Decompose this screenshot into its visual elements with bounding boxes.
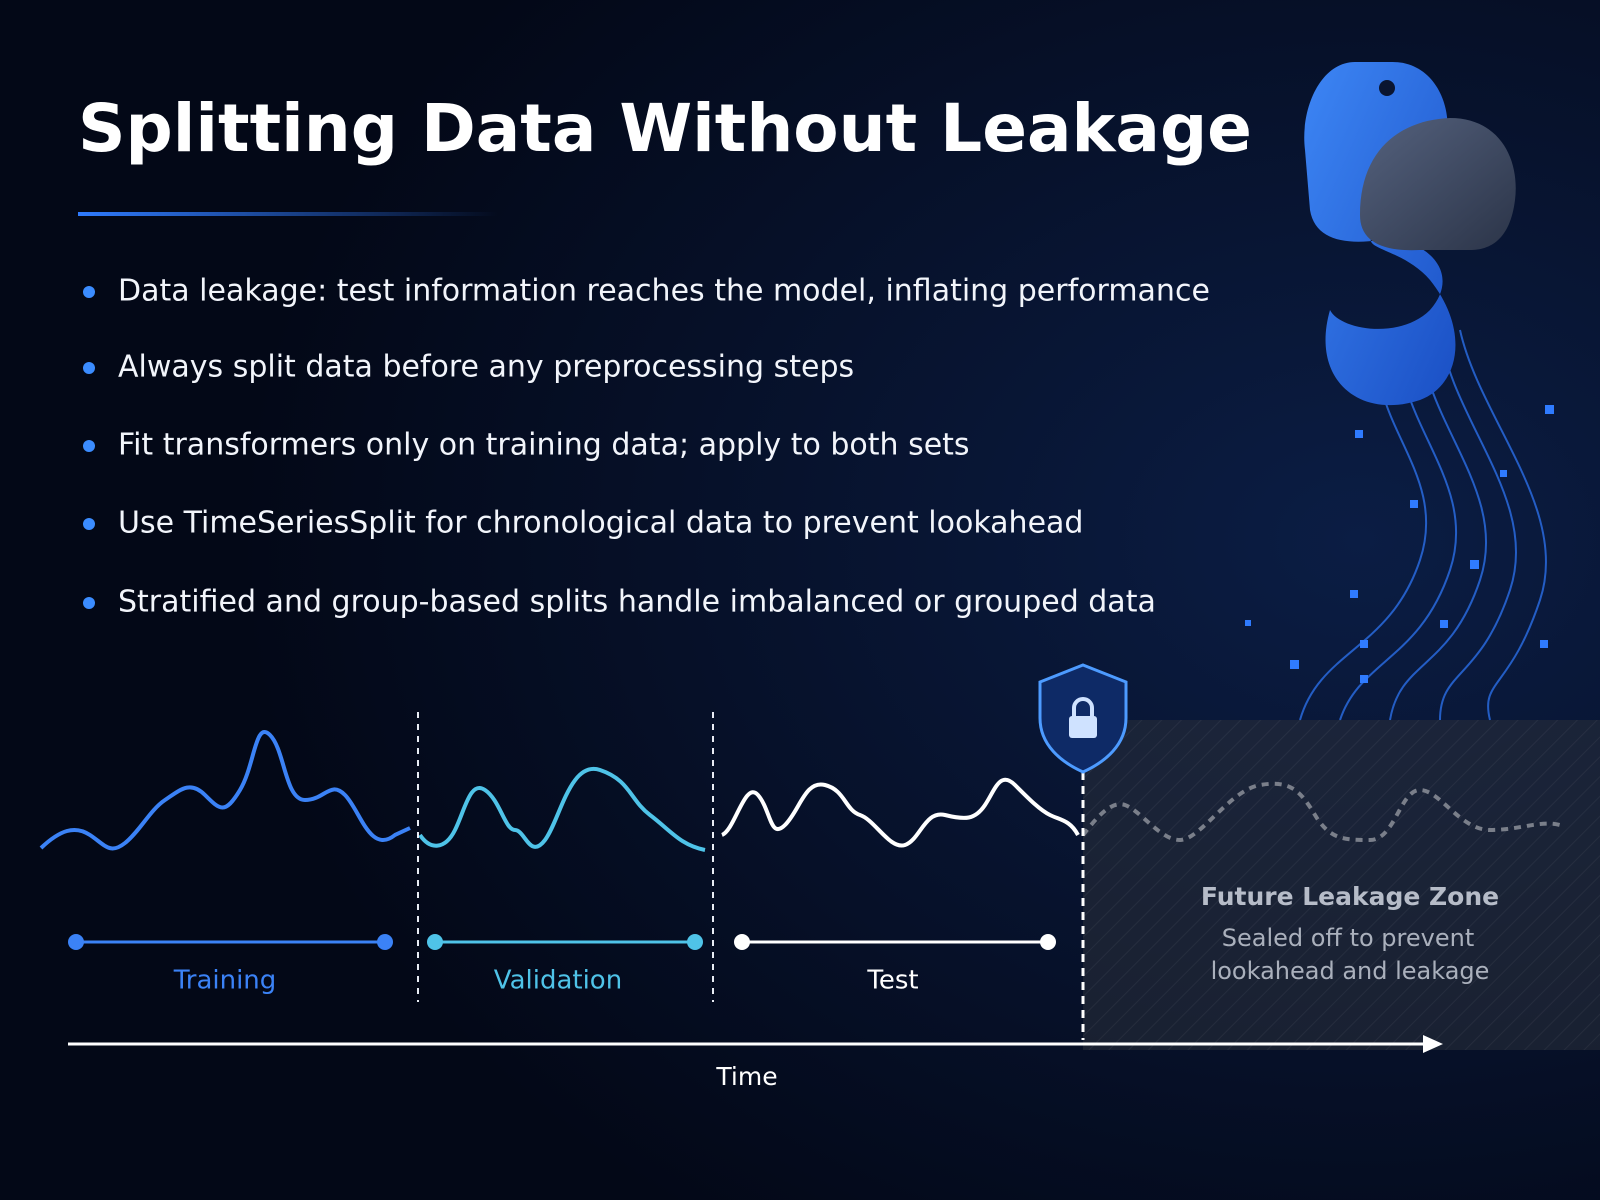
bullet-list: Data leakage: test information reaches t… bbox=[83, 274, 1210, 620]
python-illustration bbox=[1245, 61, 1554, 721]
zone-description: Sealed off to prevent bbox=[1222, 924, 1475, 952]
bullet-dot bbox=[83, 518, 95, 530]
segment-label: Test bbox=[866, 966, 918, 996]
bullet-dot bbox=[83, 362, 95, 374]
test-wave bbox=[720, 777, 1080, 848]
title: Splitting Data Without Leakage bbox=[78, 90, 1252, 167]
time-arrow bbox=[1423, 1035, 1443, 1053]
axis-label: Time bbox=[715, 1062, 777, 1091]
bullet-text: Data leakage: test information reaches t… bbox=[118, 274, 1210, 309]
segment-label: Training bbox=[173, 966, 277, 996]
bullet-dot bbox=[83, 597, 95, 609]
shield-lock bbox=[1038, 663, 1128, 774]
zone-title: Future Leakage Zone bbox=[1201, 882, 1499, 911]
training-wave bbox=[39, 730, 411, 851]
future-wave bbox=[1081, 781, 1561, 843]
zone-description: lookahead and leakage bbox=[1211, 957, 1490, 985]
bullet-dot bbox=[83, 286, 95, 298]
bullet-text: Fit transformers only on training data; … bbox=[118, 428, 970, 463]
title-underline bbox=[78, 212, 498, 216]
segment-bars bbox=[68, 934, 1056, 950]
bullet-dot bbox=[83, 440, 95, 452]
bullet-text: Always split data before any preprocessi… bbox=[118, 350, 854, 385]
segment-label: Validation bbox=[494, 966, 622, 996]
bullet-text: Use TimeSeriesSplit for chronological da… bbox=[118, 506, 1083, 541]
validation-wave bbox=[418, 766, 706, 852]
bullet-text: Stratified and group-based splits handle… bbox=[118, 585, 1156, 620]
leakage-hatch bbox=[1083, 720, 1600, 1050]
